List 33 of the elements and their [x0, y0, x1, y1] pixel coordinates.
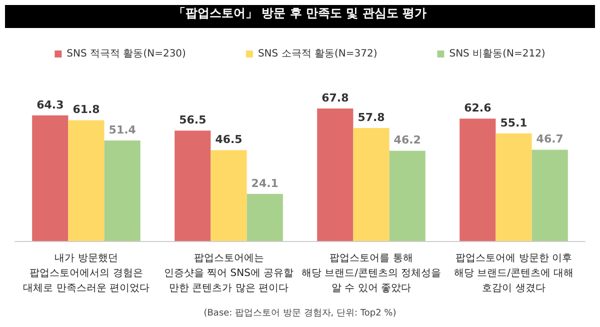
data-label: 24.1: [251, 176, 278, 190]
bar: [460, 118, 496, 241]
x-tick-label: 팝업스토어에는 인증샷을 찍어 SNS에 공유할 만한 콘텐츠가 많은 편이다: [164, 253, 294, 294]
bar: [104, 140, 140, 241]
data-label: 62.6: [464, 102, 492, 115]
data-label: 67.8: [322, 92, 349, 104]
bar: [32, 115, 68, 241]
data-label: 46.5: [215, 133, 242, 146]
legend-label: SNS 소극적 활동(N=372): [258, 48, 378, 60]
x-tick-label: 팝업스토어를 통해 해당 브랜드/콘텐츠의 정체성을 알 수 있어 좋았다: [301, 253, 442, 294]
bar: [68, 120, 104, 241]
data-label: 61.8: [72, 103, 100, 116]
data-label: 46.7: [536, 132, 564, 146]
text: (Base: 팝업스토어 방문 경험자, 단위: Top2 %): [204, 308, 396, 318]
data-label: 64.3: [36, 98, 64, 112]
bar: [353, 128, 390, 241]
chart-title: 「팝업스토어」 방문 후 만족도 및 관심도 평가: [5, 5, 595, 28]
bar: [210, 150, 247, 241]
bar: [389, 150, 426, 241]
bar: [174, 130, 211, 241]
x-tick-label: 팝업스토어에 방문한 이후 해당 브랜드/콘텐츠에 대해 호감이 생겼다: [454, 253, 574, 294]
data-label: 46.2: [394, 134, 421, 147]
bar: [496, 133, 532, 241]
data-label: 51.4: [108, 124, 136, 137]
data-label: 57.8: [358, 111, 385, 124]
bar: [532, 150, 568, 241]
x-tick-label: 내가 방문했던 팝업스토어에서의 경험은 대체로 만족스러운 편이었다: [23, 253, 150, 294]
data-label: 56.5: [179, 114, 206, 127]
bar: [317, 108, 354, 241]
data-label: 55.1: [500, 116, 528, 130]
legend-label: SNS 적극적 활동(N=230): [66, 48, 186, 60]
bar: [246, 194, 283, 241]
legend-label: SNS 비활동(N=212): [449, 48, 546, 60]
